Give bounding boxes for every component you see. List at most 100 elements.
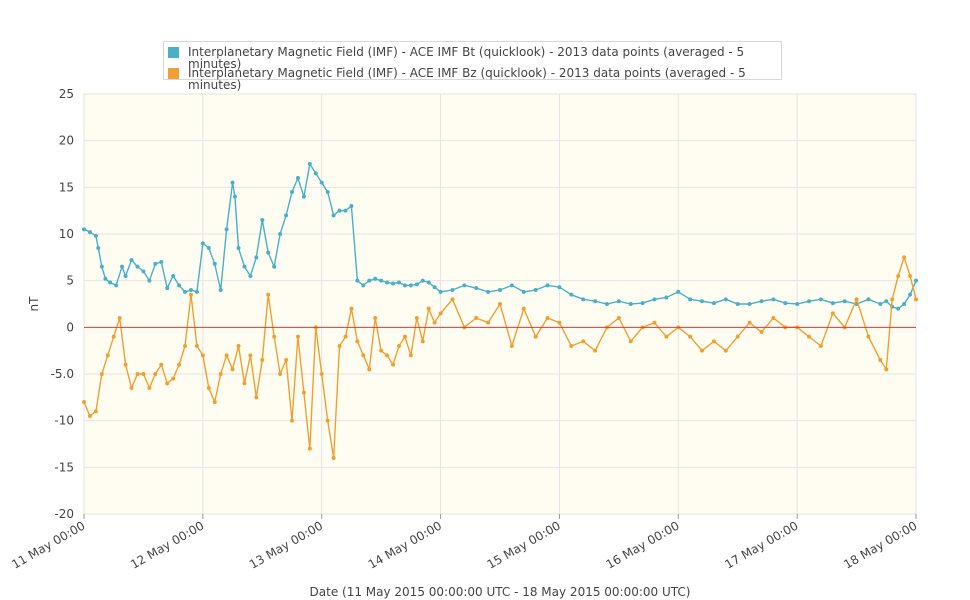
data-point-bt[interactable]: [474, 286, 479, 291]
data-point-bt[interactable]: [171, 274, 176, 278]
data-point-bt[interactable]: [349, 204, 354, 208]
data-point-bz[interactable]: [628, 339, 633, 344]
data-point-bt[interactable]: [414, 282, 419, 287]
data-point-bz[interactable]: [105, 353, 110, 358]
data-point-bt[interactable]: [266, 250, 271, 255]
data-point-bt[interactable]: [521, 289, 526, 294]
data-point-bt[interactable]: [842, 299, 847, 304]
data-point-bt[interactable]: [664, 295, 669, 300]
data-point-bt[interactable]: [141, 269, 146, 274]
data-point-bz[interactable]: [111, 334, 116, 339]
data-point-bz[interactable]: [177, 362, 182, 367]
data-point-bt[interactable]: [640, 301, 645, 306]
data-point-bz[interactable]: [87, 414, 92, 418]
data-point-bz[interactable]: [450, 297, 455, 302]
data-point-bt[interactable]: [604, 302, 609, 306]
data-point-bt[interactable]: [783, 301, 788, 306]
data-point-bt[interactable]: [402, 283, 407, 288]
data-point-bt[interactable]: [337, 208, 342, 213]
data-point-bz[interactable]: [902, 255, 907, 260]
data-point-bt[interactable]: [236, 246, 241, 250]
data-point-bt[interactable]: [830, 301, 835, 306]
data-point-bt[interactable]: [533, 288, 538, 292]
data-point-bz[interactable]: [373, 316, 378, 320]
data-point-bz[interactable]: [295, 334, 300, 339]
data-point-bz[interactable]: [509, 344, 514, 348]
data-point-bz[interactable]: [379, 348, 384, 353]
data-point-bz[interactable]: [914, 297, 918, 302]
data-point-bz[interactable]: [700, 348, 705, 353]
data-point-bt[interactable]: [426, 280, 431, 285]
data-point-bz[interactable]: [284, 358, 289, 362]
data-point-bt[interactable]: [735, 302, 740, 306]
data-point-bt[interactable]: [114, 283, 119, 288]
data-point-bz[interactable]: [183, 344, 188, 348]
data-point-bt[interactable]: [807, 299, 812, 304]
data-point-bt[interactable]: [218, 288, 223, 292]
data-point-bt[interactable]: [177, 283, 182, 288]
data-point-bt[interactable]: [260, 218, 265, 222]
data-point-bt[interactable]: [795, 302, 800, 306]
data-point-bz[interactable]: [830, 311, 835, 316]
data-point-bz[interactable]: [896, 274, 901, 278]
data-point-bt[interactable]: [242, 264, 247, 269]
data-point-bt[interactable]: [878, 302, 883, 306]
data-point-bz[interactable]: [212, 400, 217, 404]
data-point-bt[interactable]: [272, 264, 277, 269]
data-point-bt[interactable]: [254, 255, 259, 260]
data-point-bz[interactable]: [735, 334, 740, 339]
data-point-bt[interactable]: [569, 292, 574, 297]
data-point-bt[interactable]: [408, 283, 413, 288]
data-point-bz[interactable]: [147, 386, 152, 390]
data-point-bt[interactable]: [355, 278, 360, 283]
data-point-bz[interactable]: [688, 334, 693, 339]
data-point-bz[interactable]: [153, 372, 158, 376]
data-point-bz[interactable]: [391, 362, 396, 367]
data-point-bt[interactable]: [200, 241, 205, 246]
data-point-bt[interactable]: [103, 276, 108, 281]
data-point-bz[interactable]: [242, 381, 247, 386]
data-point-bz[interactable]: [521, 306, 526, 311]
data-point-bz[interactable]: [557, 320, 562, 325]
data-point-bt[interactable]: [771, 297, 776, 302]
data-point-bz[interactable]: [385, 353, 390, 358]
data-point-bz[interactable]: [569, 344, 574, 348]
data-point-bz[interactable]: [723, 348, 728, 353]
data-point-bt[interactable]: [108, 280, 113, 285]
data-point-bt[interactable]: [391, 281, 396, 286]
data-point-bz[interactable]: [533, 334, 538, 339]
data-point-bt[interactable]: [295, 176, 300, 180]
data-point-bt[interactable]: [331, 213, 336, 218]
data-point-bt[interactable]: [194, 289, 199, 294]
data-point-bt[interactable]: [147, 278, 152, 283]
data-point-bt[interactable]: [165, 286, 170, 291]
data-point-bt[interactable]: [183, 289, 188, 294]
data-point-bz[interactable]: [343, 334, 348, 339]
data-point-bt[interactable]: [188, 288, 193, 292]
data-point-bz[interactable]: [355, 339, 360, 344]
data-point-bz[interactable]: [432, 320, 437, 325]
data-point-bz[interactable]: [319, 372, 324, 376]
data-point-bz[interactable]: [884, 367, 889, 372]
data-point-bt[interactable]: [135, 264, 140, 269]
data-point-bz[interactable]: [854, 297, 859, 302]
data-point-bt[interactable]: [367, 278, 372, 283]
data-point-bt[interactable]: [432, 285, 437, 290]
data-point-bz[interactable]: [141, 372, 146, 376]
data-point-bz[interactable]: [135, 372, 140, 376]
data-point-bz[interactable]: [82, 400, 86, 404]
data-point-bt[interactable]: [723, 297, 728, 302]
data-point-bt[interactable]: [307, 162, 312, 166]
data-point-bz[interactable]: [367, 367, 372, 372]
data-point-bt[interactable]: [301, 194, 306, 199]
data-point-bz[interactable]: [807, 334, 812, 339]
data-point-bz[interactable]: [593, 348, 598, 353]
data-point-bz[interactable]: [498, 302, 502, 306]
data-point-bz[interactable]: [438, 311, 443, 316]
data-point-bz[interactable]: [652, 320, 657, 325]
data-point-bz[interactable]: [272, 334, 277, 339]
data-point-bt[interactable]: [896, 306, 901, 311]
data-point-bt[interactable]: [325, 190, 330, 194]
data-point-bz[interactable]: [230, 367, 235, 372]
data-point-bz[interactable]: [188, 292, 193, 297]
